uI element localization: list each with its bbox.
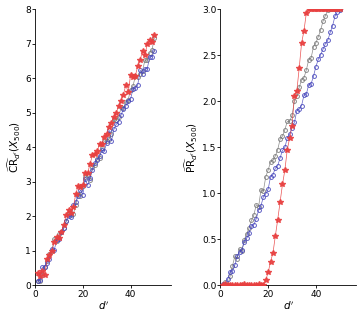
X-axis label: $d'$: $d'$ — [283, 300, 294, 313]
Y-axis label: $\widehat{\mathrm{CR}}_{d^{\prime}}(X_{500})$: $\widehat{\mathrm{CR}}_{d^{\prime}}(X_{5… — [5, 121, 22, 173]
Y-axis label: $\widehat{\mathrm{PR}}_{d^{\prime}}(X_{500})$: $\widehat{\mathrm{PR}}_{d^{\prime}}(X_{5… — [182, 122, 199, 173]
X-axis label: $d'$: $d'$ — [97, 300, 109, 313]
